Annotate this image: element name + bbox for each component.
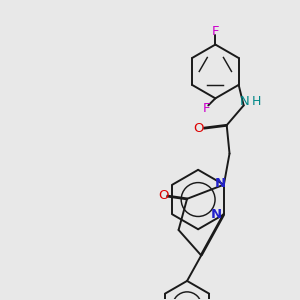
Text: N: N	[240, 95, 250, 108]
Text: N: N	[215, 177, 226, 190]
Text: N: N	[211, 208, 222, 221]
Text: F: F	[212, 25, 219, 38]
Text: H: H	[252, 95, 261, 108]
Text: F: F	[203, 102, 211, 115]
Text: O: O	[158, 190, 168, 202]
Text: O: O	[193, 122, 204, 135]
